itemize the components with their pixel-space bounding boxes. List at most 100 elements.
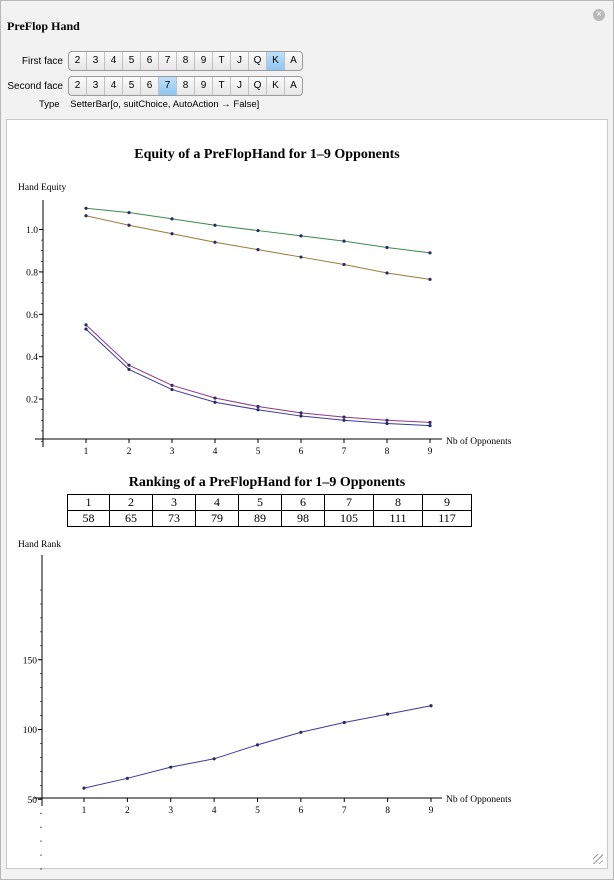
first_face-option-7[interactable]: 7 xyxy=(159,52,177,70)
equity-axes: 1 2 3 4 5 6 7 8 9 0.2 0.4 0.6 0.8 1.0 xyxy=(26,200,442,457)
ranking-value-cell: 89 xyxy=(238,510,282,527)
first-face-label: First face xyxy=(21,55,63,67)
data-point xyxy=(170,383,174,387)
data-point xyxy=(256,248,260,252)
ranking-header-cell: 1 xyxy=(67,494,110,511)
first_face-option-8[interactable]: 8 xyxy=(177,52,195,70)
ranking-value-cell: 98 xyxy=(281,510,325,527)
second_face-option-3[interactable]: 3 xyxy=(87,77,105,95)
second_face-option-K[interactable]: K xyxy=(267,77,285,95)
x-tick-label: 3 xyxy=(170,447,175,457)
y-tick-label: 0.4 xyxy=(26,353,38,363)
x-tick-label: 4 xyxy=(212,806,217,816)
ranking-value-cell: 65 xyxy=(109,510,153,527)
ranking-table-title: Ranking of a PreFlopHand for 1–9 Opponen… xyxy=(129,475,406,490)
second_face-option-8[interactable]: 8 xyxy=(177,77,195,95)
data-point xyxy=(342,418,346,422)
ranking-header-cell: 5 xyxy=(238,494,282,511)
second_face-option-9[interactable]: 9 xyxy=(195,77,213,95)
data-point xyxy=(84,206,88,210)
data-point xyxy=(84,323,88,327)
first_face-option-2[interactable]: 2 xyxy=(69,52,87,70)
second_face-option-4[interactable]: 4 xyxy=(105,77,123,95)
y-tick-label: 1.0 xyxy=(26,226,38,236)
first_face-option-K[interactable]: K xyxy=(267,52,285,70)
ranking-value-row: 58 65 73 79 89 98 105 111 117 xyxy=(67,510,472,527)
ranking-value-cell: 73 xyxy=(152,510,196,527)
data-point xyxy=(127,363,131,367)
second_face-option-A[interactable]: A xyxy=(290,80,297,91)
data-point xyxy=(428,420,432,425)
second_face-option-Q[interactable]: Q xyxy=(249,77,267,95)
type-label: Type xyxy=(39,99,60,110)
x-tick-label: 8 xyxy=(385,447,390,457)
y-tick-label: 0.6 xyxy=(26,311,38,321)
first_face-option-T[interactable]: T xyxy=(213,52,231,70)
data-point xyxy=(82,786,86,790)
data-point xyxy=(213,240,217,244)
x-tick-label: 6 xyxy=(299,806,304,816)
data-point xyxy=(342,239,346,243)
data-point xyxy=(256,228,260,233)
rank-xlabel: Nb of Opponents xyxy=(446,794,512,805)
data-point xyxy=(170,217,174,221)
series-line-1 xyxy=(83,705,432,789)
x-tick-label: 9 xyxy=(428,447,433,457)
first_face-option-J[interactable]: J xyxy=(231,52,249,70)
y-tick-label: 100 xyxy=(23,726,38,736)
data-point xyxy=(342,720,346,725)
first_face-option-4[interactable]: 4 xyxy=(105,52,123,70)
equity-series xyxy=(84,206,432,428)
first_face-option-6[interactable]: 6 xyxy=(141,52,159,70)
data-point xyxy=(127,223,131,227)
data-point xyxy=(255,743,260,747)
type-value: SetterBar[o, suitChoice, AutoAction → Fa… xyxy=(70,99,260,110)
window-title: PreFlop Hand xyxy=(7,19,80,33)
first_face-option-A[interactable]: A xyxy=(290,55,297,66)
second_face-option-6[interactable]: 6 xyxy=(141,77,159,95)
type-line: Type SetterBar[o, suitChoice, AutoAction… xyxy=(39,99,259,110)
data-point xyxy=(213,223,217,227)
second_face-option-5[interactable]: 5 xyxy=(123,77,141,95)
ranking-header-cell: 4 xyxy=(195,494,239,511)
second_face-option-7[interactable]: 7 xyxy=(159,77,177,95)
close-icon[interactable]: × xyxy=(593,9,605,21)
first_face-option-5[interactable]: 5 xyxy=(123,52,141,70)
data-point xyxy=(342,415,346,419)
equity-xlabel: Nb of Opponents xyxy=(446,436,512,447)
series-line-2 xyxy=(85,215,431,280)
x-tick-label: 8 xyxy=(385,806,390,816)
x-tick-label: 5 xyxy=(255,806,260,816)
data-point xyxy=(299,234,303,238)
data-point xyxy=(299,730,303,734)
resize-grip[interactable] xyxy=(593,854,603,864)
data-point xyxy=(212,757,216,761)
x-tick-label: 3 xyxy=(168,806,173,816)
x-tick-label: 1 xyxy=(82,806,87,816)
first_face-option-3[interactable]: 3 xyxy=(87,52,105,70)
data-point xyxy=(428,251,432,255)
data-point xyxy=(428,424,432,428)
second_face-option-T[interactable]: T xyxy=(213,77,231,95)
first_face-option-Q[interactable]: Q xyxy=(249,52,267,70)
second_face-option-J[interactable]: J xyxy=(231,77,249,95)
x-tick-label: 6 xyxy=(299,447,304,457)
data-point xyxy=(299,255,303,259)
ranking-header-cell: 2 xyxy=(109,494,153,511)
data-point xyxy=(256,408,260,412)
x-tick-label: 2 xyxy=(127,447,132,457)
x-tick-label: 7 xyxy=(342,447,347,457)
data-point xyxy=(213,400,217,404)
data-point xyxy=(84,214,88,218)
data-point xyxy=(127,367,131,372)
first_face-option-9[interactable]: 9 xyxy=(195,52,213,70)
ranking-header-cell: 3 xyxy=(152,494,196,511)
second_face-option-2[interactable]: 2 xyxy=(69,77,87,95)
data-point xyxy=(429,704,433,708)
